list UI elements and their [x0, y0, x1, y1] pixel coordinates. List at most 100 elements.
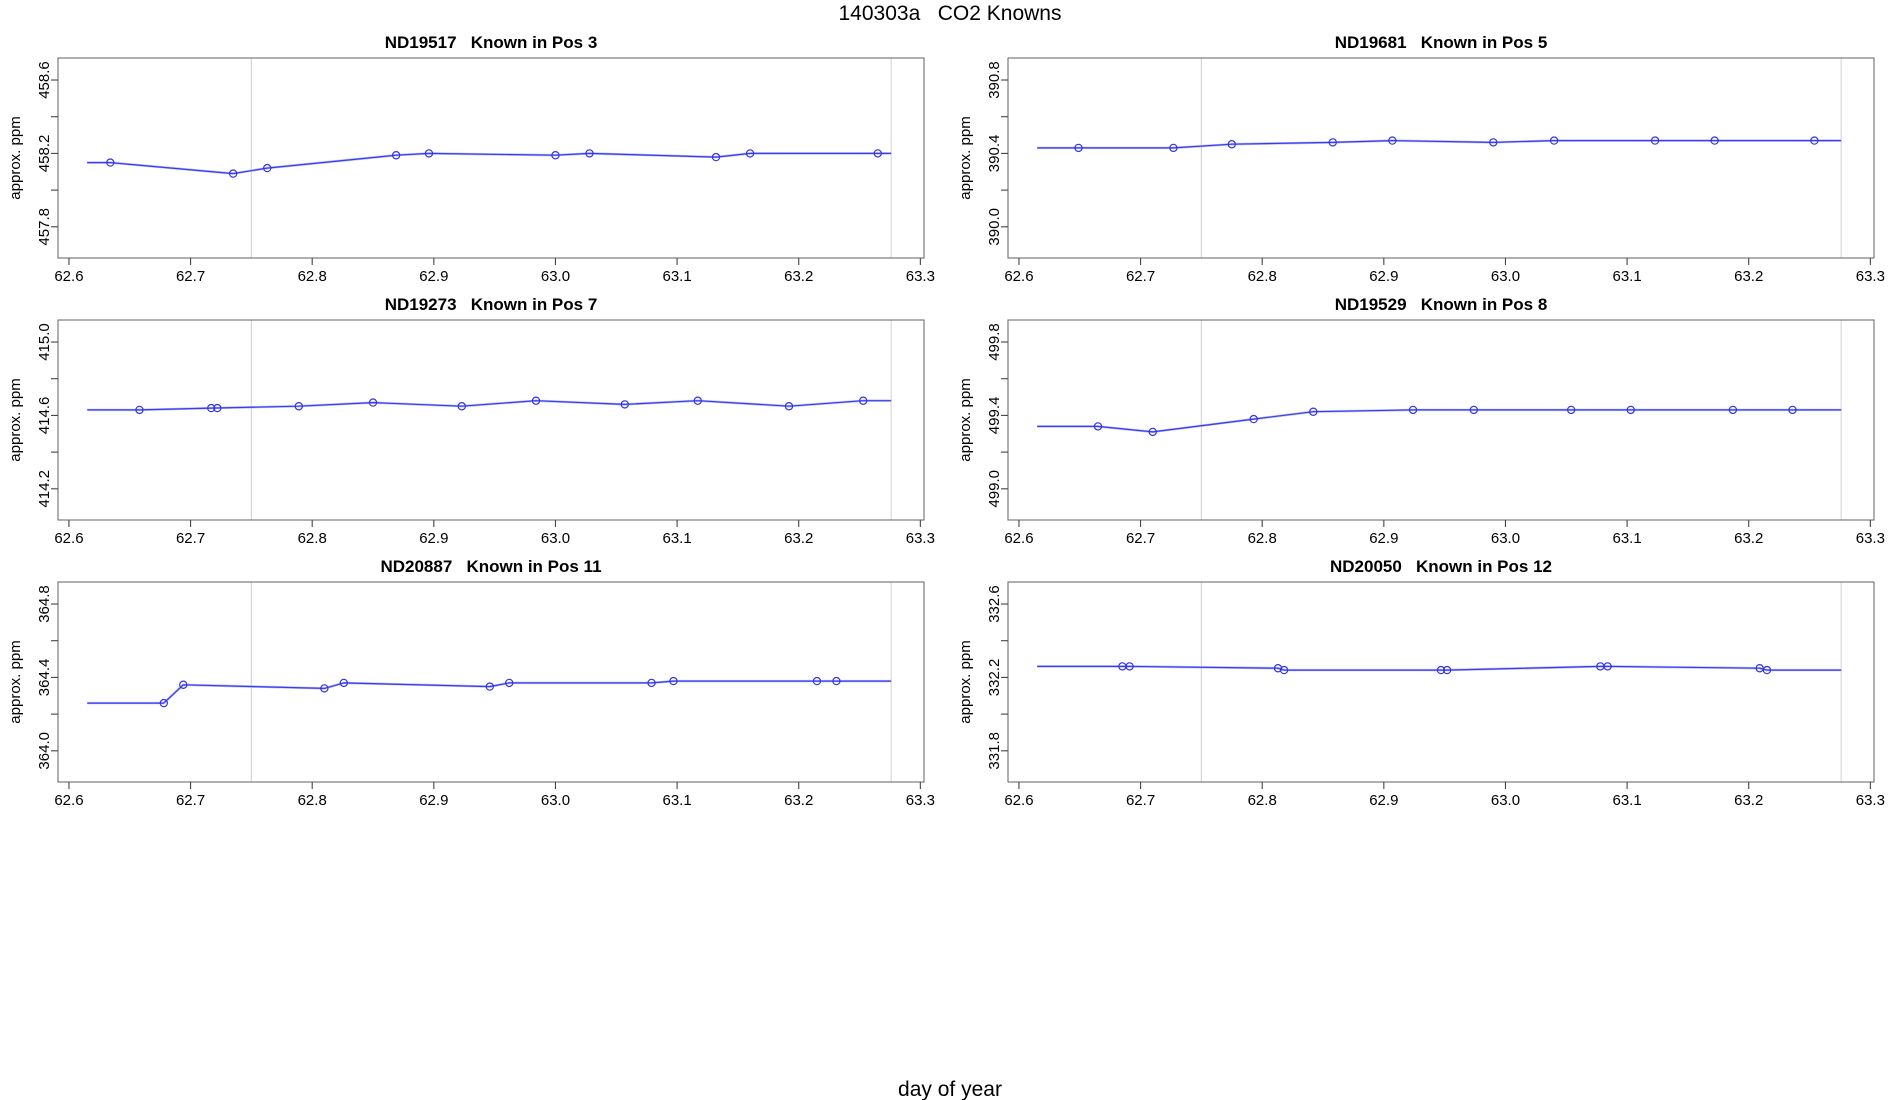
data-point	[873, 149, 882, 158]
x-tick-label: 62.8	[1248, 530, 1277, 547]
data-line	[87, 400, 892, 411]
data-point-overlap	[213, 403, 222, 413]
data-line-halo	[87, 679, 892, 705]
x-axis-outer-label: day of year	[898, 1078, 1002, 1100]
plot-box	[57, 57, 925, 259]
x-tick-label: 63.3	[1856, 268, 1885, 285]
data-point	[1408, 405, 1418, 415]
chart-panel-ND19529: 62.6 62.7 62.8 62.9 63.0 63.1 63.2 63.3 499.0 499…	[957, 295, 1885, 547]
y-tick-label: 364.8	[36, 585, 53, 623]
data-point	[1728, 405, 1738, 415]
x-tick-label: 63.2	[784, 268, 813, 285]
y-tick-label: 414.2	[36, 470, 53, 508]
x-tick-label: 62.7	[176, 268, 205, 285]
x-tick-label: 62.6	[54, 268, 83, 285]
x-tick-label: 62.7	[176, 530, 205, 547]
data-point	[263, 163, 272, 173]
data-point	[1279, 665, 1289, 675]
x-tick-label: 63.0	[1491, 530, 1520, 547]
chart-panel-ND19273: 62.6 62.7 62.8 62.9 63.0 63.1 63.2 63.3 414.2 414…	[7, 295, 935, 547]
data-point	[159, 698, 169, 708]
data-point	[1549, 136, 1559, 145]
x-tick-label: 63.1	[662, 268, 691, 285]
data-point	[505, 678, 514, 688]
panel-title: ND19529 Known in Pos 8	[1335, 295, 1548, 314]
y-tick-label: 332.2	[986, 659, 1003, 697]
x-tick-label: 62.8	[1248, 792, 1277, 809]
data-point	[179, 680, 188, 689]
y-tick-label: 458.6	[36, 61, 53, 99]
y-tick-label: 331.8	[986, 732, 1003, 770]
x-tick-label: 62.7	[1126, 792, 1155, 809]
chart-panel-ND20887: 62.6 62.7 62.8 62.9 63.0 63.1 63.2 63.3 364.0 364…	[7, 557, 935, 809]
x-tick-label: 63.1	[1612, 268, 1641, 285]
x-tick-label: 62.9	[419, 530, 448, 547]
x-tick-label: 63.3	[906, 530, 935, 547]
data-point	[647, 678, 656, 688]
x-tick-label: 62.6	[54, 792, 83, 809]
y-tick-label: 458.2	[36, 135, 53, 173]
data-line-halo	[1037, 408, 1842, 434]
y-tick-label: 364.0	[36, 732, 53, 770]
data-point	[207, 403, 216, 413]
data-point	[585, 149, 594, 158]
data-line	[1037, 409, 1842, 433]
x-tick-label: 63.0	[1491, 268, 1520, 285]
x-tick-label: 63.2	[784, 530, 813, 547]
x-tick-label: 62.6	[1004, 792, 1033, 809]
y-tick-label: 415.0	[36, 323, 53, 361]
x-tick-label: 62.9	[1369, 268, 1398, 285]
data-point	[1074, 143, 1083, 153]
chart-panel-ND20050: 62.6 62.7 62.8 62.9 63.0 63.1 63.2 63.3 331.8 332…	[957, 557, 1885, 809]
data-point	[812, 676, 822, 686]
panel-title: ND20050 Known in Pos 12	[1330, 557, 1552, 576]
data-point	[1436, 665, 1446, 675]
x-tick-label: 63.2	[1734, 268, 1763, 285]
x-tick-label: 62.8	[298, 268, 327, 285]
y-tick-label: 390.0	[986, 208, 1003, 246]
data-point	[1788, 405, 1797, 415]
x-tick-label: 63.0	[541, 268, 570, 285]
x-tick-label: 63.3	[906, 268, 935, 285]
y-tick-label: 499.8	[986, 323, 1003, 361]
data-point	[1125, 662, 1134, 671]
chart-panel-ND19517: 62.6 62.7 62.8 62.9 63.0 63.1 63.2 63.3 457.8 458…	[7, 33, 935, 285]
data-line	[1037, 139, 1842, 149]
y-axis-label: approx. ppm	[7, 378, 24, 461]
data-point	[1469, 405, 1479, 415]
y-axis-label: approx. ppm	[7, 640, 24, 723]
data-point	[320, 684, 329, 693]
data-point	[1442, 665, 1452, 675]
data-point	[620, 400, 629, 409]
x-tick-label: 62.6	[1004, 268, 1033, 285]
data-point	[106, 158, 115, 167]
data-point	[294, 402, 304, 411]
plot-box	[1007, 319, 1875, 521]
data-point	[1566, 405, 1576, 415]
x-tick-label: 63.0	[541, 530, 570, 547]
x-tick-label: 62.8	[298, 792, 327, 809]
page-title: 140303a CO2 Knowns	[838, 2, 1062, 25]
data-point	[1148, 427, 1157, 437]
x-tick-label: 62.9	[419, 792, 448, 809]
y-tick-label: 332.6	[986, 585, 1003, 623]
x-tick-label: 63.1	[1612, 792, 1641, 809]
x-tick-label: 63.3	[906, 792, 935, 809]
y-axis-label: approx. ppm	[957, 378, 974, 461]
data-point	[1273, 664, 1283, 673]
y-tick-label: 457.8	[36, 208, 53, 246]
x-tick-label: 62.8	[1248, 268, 1277, 285]
data-point	[1388, 136, 1397, 145]
x-tick-label: 62.6	[1004, 530, 1033, 547]
data-point	[1169, 143, 1178, 153]
data-point	[1489, 138, 1498, 147]
y-axis-label: approx. ppm	[957, 116, 974, 199]
x-tick-label: 62.8	[298, 530, 327, 547]
data-point	[135, 405, 144, 415]
x-tick-label: 62.7	[1126, 530, 1155, 547]
y-tick-label: 414.6	[36, 397, 53, 435]
y-axis-label: approx. ppm	[7, 116, 24, 199]
data-point	[1328, 138, 1337, 147]
